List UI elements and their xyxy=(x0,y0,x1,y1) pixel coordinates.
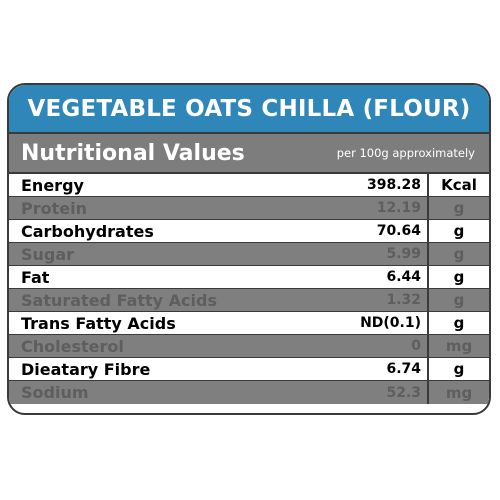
nutrient-name: Protein xyxy=(21,198,87,218)
nutrient-row: Trans Fatty Acids ND(0.1) g xyxy=(9,312,489,335)
nutrient-unit: g xyxy=(427,197,489,219)
nutrient-value: 70.64 xyxy=(376,223,421,239)
nutrient-value: 6.44 xyxy=(386,269,421,285)
nutrition-header-title: Nutritional Values xyxy=(21,140,245,166)
nutrient-unit: mg xyxy=(427,381,489,404)
nutrient-value: ND(0.1) xyxy=(360,315,421,331)
nutrient-value: 12.19 xyxy=(376,200,421,216)
nutrient-unit: mg xyxy=(427,335,489,357)
nutrient-unit: g xyxy=(427,266,489,288)
nutrient-row: Sugar 5.99 g xyxy=(9,243,489,266)
nutrient-name: Carbohydrates xyxy=(21,221,154,241)
nutrient-name: Sodium xyxy=(21,383,89,402)
nutrient-unit: g xyxy=(427,289,489,311)
nutrient-row: Protein 12.19 g xyxy=(9,197,489,220)
product-title: VEGETABLE OATS CHILLA (FLOUR) xyxy=(9,85,489,134)
nutrition-header: Nutritional Values per 100g approximatel… xyxy=(9,134,489,174)
nutrient-value: 52.3 xyxy=(386,384,421,401)
nutrient-row: Energy 398.28 Kcal xyxy=(9,174,489,197)
nutrient-row: Carbohydrates 70.64 g xyxy=(9,220,489,243)
nutrient-unit: g xyxy=(427,220,489,242)
nutrient-name: Trans Fatty Acids xyxy=(21,313,176,333)
nutrient-value: 398.28 xyxy=(366,177,421,193)
nutrient-unit: g xyxy=(427,358,489,380)
nutrient-name: Fat xyxy=(21,267,50,287)
nutrient-value: 6.74 xyxy=(386,361,421,377)
nutrient-unit: Kcal xyxy=(427,174,489,196)
nutrient-unit: g xyxy=(427,243,489,265)
nutrient-value: 1.32 xyxy=(386,292,421,308)
nutrient-row: Dieatary Fibre 6.74 g xyxy=(9,358,489,381)
nutrient-table: Energy 398.28 Kcal Protein 12.19 g Carbo… xyxy=(9,174,489,404)
nutrient-name: Saturated Fatty Acids xyxy=(21,290,217,310)
serving-basis: per 100g approximately xyxy=(336,146,475,160)
nutrient-value: 0 xyxy=(411,338,421,354)
nutrient-row: Fat 6.44 g xyxy=(9,266,489,289)
nutrient-name: Dieatary Fibre xyxy=(21,359,151,379)
nutrient-name: Energy xyxy=(21,175,84,195)
nutrition-label-card: VEGETABLE OATS CHILLA (FLOUR) Nutritiona… xyxy=(7,83,491,415)
nutrient-name: Cholesterol xyxy=(21,336,124,356)
nutrient-name: Sugar xyxy=(21,244,75,264)
nutrient-row: Saturated Fatty Acids 1.32 g xyxy=(9,289,489,312)
nutrient-row: Cholesterol 0 mg xyxy=(9,335,489,358)
nutrient-value: 5.99 xyxy=(386,246,421,262)
nutrient-row: Sodium 52.3 mg xyxy=(9,381,489,404)
nutrient-unit: g xyxy=(427,312,489,334)
